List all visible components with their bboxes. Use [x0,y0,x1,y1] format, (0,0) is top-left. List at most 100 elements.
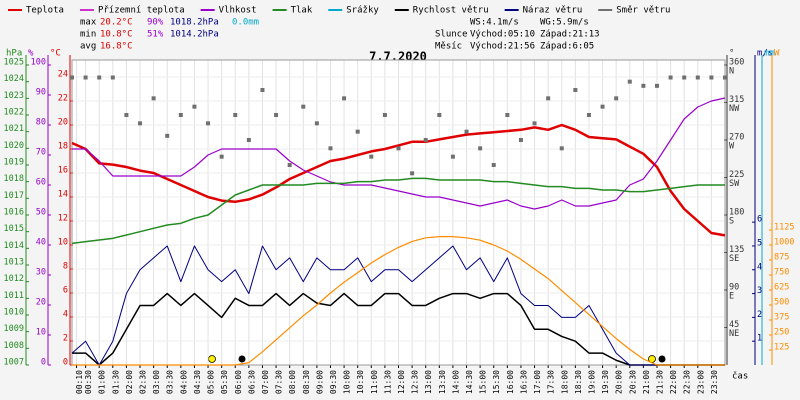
direction-point [573,88,578,92]
y-tick-label: 1024 [4,74,24,84]
x-tick-label: 09:30 [329,370,338,394]
x-tick-label: 03:00 [152,370,161,394]
direction-point [260,88,265,92]
x-tick-label: 12:30 [411,370,420,394]
info-text: Měsíc [435,42,462,52]
axis-unit: W [774,49,780,59]
grid [72,60,725,366]
direction-point [151,96,156,101]
y-tick-label: 1000 [774,238,794,248]
direction-point [110,75,115,80]
y-tick-label: 3 [757,286,762,296]
x-tick-label: 09:00 [315,370,324,394]
direction-point [450,154,455,159]
y-tick-label: 1018 [4,174,24,184]
legend-label: Přízemní teplota [98,6,185,16]
y-tick-label: 90 [729,283,739,293]
x-tick-label: 13:00 [424,370,433,394]
y-tick-label: 1023 [4,91,24,101]
legend-label: Tlak [291,6,313,16]
x-tick-label: 02:00 [125,370,134,394]
direction-point [682,75,687,80]
x-tick-label: 08:30 [302,370,311,394]
y-tick-label: 225 [729,170,744,180]
stat-text: 20.2°C [100,18,133,28]
series-line [72,292,725,366]
plot-border [71,59,726,366]
y-tick-label: 180 [729,208,744,218]
direction-point [97,75,102,80]
y-tick-label: 20 [36,298,46,308]
info: WS:4.1m/s WG:5.9m/s Slunce Východ:05:10 … [435,18,600,52]
y-tick-label: 10 [36,328,46,338]
y-tick-label: 50 [36,208,46,218]
y-tick-label: 270 [729,133,744,143]
y-tick-label: 1015 [4,224,24,234]
series-line [72,236,725,366]
y-tick-label: 16 [58,166,68,176]
legend-label: Rychlost větru [413,6,489,16]
x-tick-label: 21:30 [655,370,664,394]
x-tick-label: 03:30 [166,370,175,394]
stat-text: 51% [147,30,164,40]
stat-text: 0.0mm [232,18,259,28]
y-tick-label: 18 [58,142,68,152]
x-tick-label: 22:00 [669,370,678,394]
direction-point [219,154,224,159]
direction-point [518,138,523,142]
y-tick-label: 40 [36,238,46,248]
y-tick-label: 1019 [4,158,24,168]
direction-point [546,96,551,101]
y-tick-label: 1017 [4,191,24,201]
y-tick-label: 2 [63,334,68,344]
x-tick-label: 11:30 [383,370,392,394]
direction-point [532,121,537,126]
direction-point [423,138,428,142]
direction-point [124,113,129,117]
y-tick-label: 0 [63,358,68,368]
compass-label: NW [729,104,740,114]
series-line [71,245,725,366]
direction-point [695,75,700,80]
axis-unit: ° [729,49,734,59]
stat-text: max [80,18,97,28]
x-tick-label: 20:00 [615,370,624,394]
direction-point [301,104,306,109]
stat-text: 16.8°C [100,42,133,52]
compass-label: SW [729,179,740,189]
y-tick-label: 1016 [4,208,24,218]
direction-point [314,121,319,126]
legend-label: Náraz větru [523,6,583,16]
x-tick-label: 05:30 [220,370,229,394]
x-axis-label: čas [732,371,748,382]
x-tick-label: 08:00 [288,370,297,394]
x-tick-label: 15:00 [479,370,488,394]
x-tick-label: 17:00 [533,370,542,394]
x-tick-label: 21:00 [642,370,651,394]
compass-label: SE [729,254,739,264]
y-tick-label: 625 [774,283,789,293]
series-line [72,97,726,210]
direction-point [600,104,605,109]
x-tick-label: 16:00 [506,370,515,394]
y-tick-label: 20 [58,118,68,128]
direction-point [355,129,360,134]
x-tick-label: 12:00 [397,370,406,394]
sunrise-marker [208,355,216,363]
stat-text: 90% [147,18,164,28]
x-tick-label: 19:30 [601,370,610,394]
direction-point [559,146,564,151]
stat-text: 1018.2hPa [170,18,219,28]
x-tick-label: 00:30 [84,370,93,394]
info-text: WS:4.1m/s [470,18,519,28]
axis-unit: mm [764,49,775,59]
direction-point [70,75,74,80]
x-tick-label: 18:00 [560,370,569,394]
stat-text: 1014.2hPa [170,30,219,40]
x-tick-label: 00:10 [75,370,84,394]
y-tick-label: 1021 [4,124,24,134]
y-tick-label: 10 [58,238,68,248]
x-tick-label: 06:00 [234,370,243,394]
compass-label: NE [729,329,739,339]
y-tick-label: 1013 [4,258,24,268]
